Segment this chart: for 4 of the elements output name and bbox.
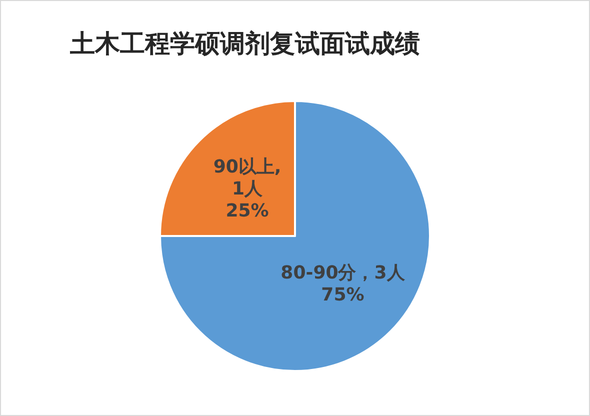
pie-slice <box>159 100 431 372</box>
slice-label: 90以上, 1人 25% <box>213 156 282 222</box>
chart-title: 土木工程学硕调剂复试面试成绩 <box>69 29 420 58</box>
slice-label: 80-90分，3人 75% <box>280 262 406 306</box>
